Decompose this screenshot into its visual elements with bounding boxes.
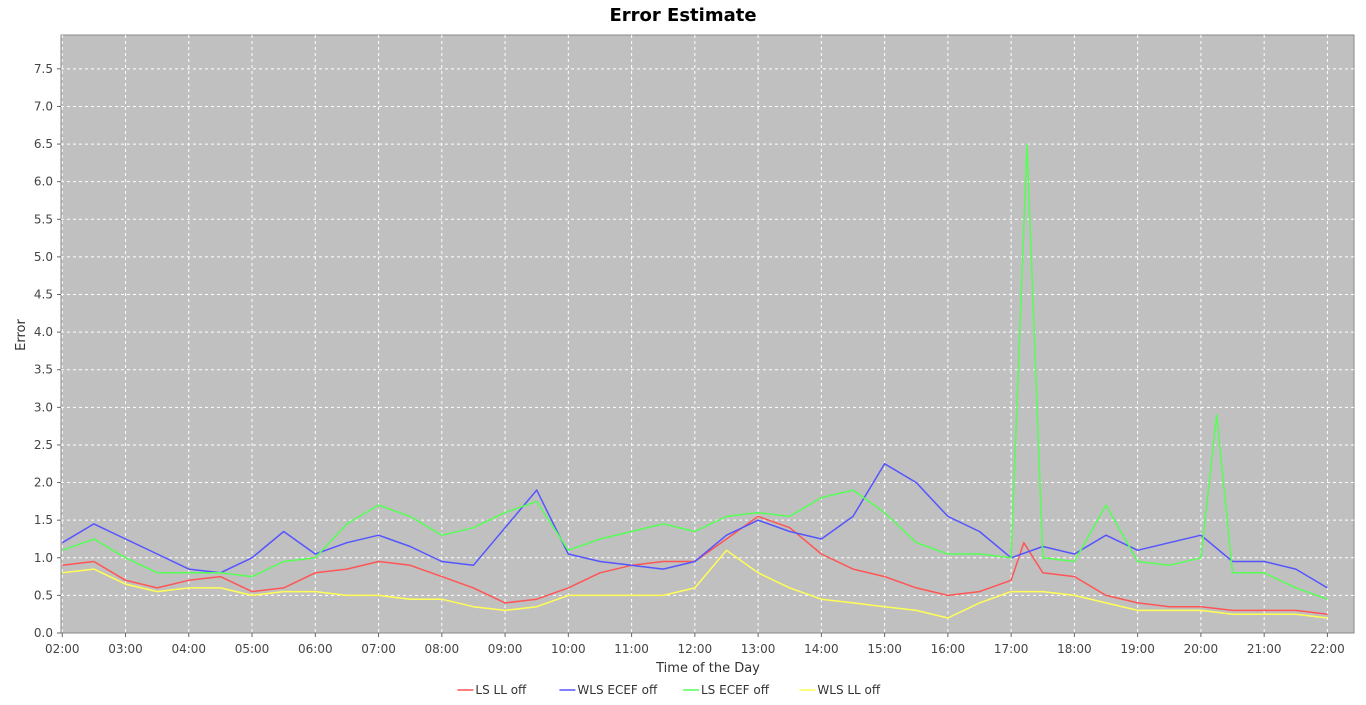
series-line-0 [62, 515, 1328, 615]
series-lines [61, 143, 1328, 619]
x-tick-label: 07:00 [361, 642, 396, 656]
y-tick-label: 0.5 [34, 588, 53, 602]
x-tick-label: 14:00 [804, 642, 839, 656]
legend-label: LS ECEF off [701, 683, 770, 697]
x-tick-label: 16:00 [931, 642, 966, 656]
x-tick-label: 12:00 [678, 642, 713, 656]
legend: LS LL off WLS ECEF off LS ECEF off WLS LL o… [457, 683, 881, 697]
x-tick-label: 09:00 [488, 642, 523, 656]
x-tick-label: 17:00 [994, 642, 1029, 656]
y-tick-label: 5.0 [34, 250, 53, 264]
grid [61, 35, 1354, 633]
x-tick-label: 05:00 [235, 642, 270, 656]
y-tick-label: 4.0 [34, 325, 53, 339]
legend-label: LS LL off [475, 683, 527, 697]
x-tick-label: 21:00 [1247, 642, 1282, 656]
x-tick-label: 22:00 [1310, 642, 1345, 656]
y-tick-label: 7.5 [34, 62, 53, 76]
y-tick-label: 2.5 [34, 438, 53, 452]
x-axis-label: Time of the Day [655, 661, 760, 676]
y-tick-label: 4.5 [34, 288, 53, 302]
x-tick-label: 19:00 [1120, 642, 1155, 656]
series-line-2 [62, 143, 1328, 600]
y-tick-label: 3.0 [34, 400, 53, 414]
x-tick-label: 04:00 [171, 642, 206, 656]
y-ticks: 0.0 0.5 1.0 1.5 2.0 2.5 3.0 3.5 4.0 4.5 5.0 5.5 6.0 6… [34, 62, 61, 640]
x-tick-label: 06:00 [298, 642, 333, 656]
y-tick-label: 6.5 [34, 137, 53, 151]
x-ticks: 02:00 03:00 04:00 05:00 06:00 07:00 08:00 09:00… [45, 633, 1345, 656]
x-tick-label: 20:00 [1184, 642, 1219, 656]
y-tick-label: 1.0 [34, 551, 53, 565]
x-tick-label: 08:00 [425, 642, 460, 656]
x-tick-label: 11:00 [614, 642, 649, 656]
x-tick-label: 18:00 [1057, 642, 1092, 656]
x-tick-label: 02:00 [45, 642, 80, 656]
y-tick-label: 3.5 [34, 363, 53, 377]
y-tick-label: 0.0 [34, 626, 53, 640]
series-line-1 [61, 463, 1328, 589]
x-tick-label: 15:00 [867, 642, 902, 656]
y-tick-label: 7.0 [34, 99, 53, 113]
y-axis-label: Error [14, 319, 29, 351]
series-line-3 [62, 549, 1328, 619]
legend-label: WLS ECEF off [577, 683, 658, 697]
x-tick-label: 03:00 [108, 642, 143, 656]
plot-area [60, 34, 1355, 634]
y-tick-label: 1.5 [34, 513, 53, 527]
legend-label: WLS LL off [817, 683, 881, 697]
y-tick-label: 6.0 [34, 175, 53, 189]
x-tick-label: 10:00 [551, 642, 586, 656]
x-tick-label: 13:00 [741, 642, 776, 656]
chart-title: Error Estimate [609, 5, 756, 26]
y-tick-label: 2.0 [34, 476, 53, 490]
y-tick-label: 5.5 [34, 212, 53, 226]
